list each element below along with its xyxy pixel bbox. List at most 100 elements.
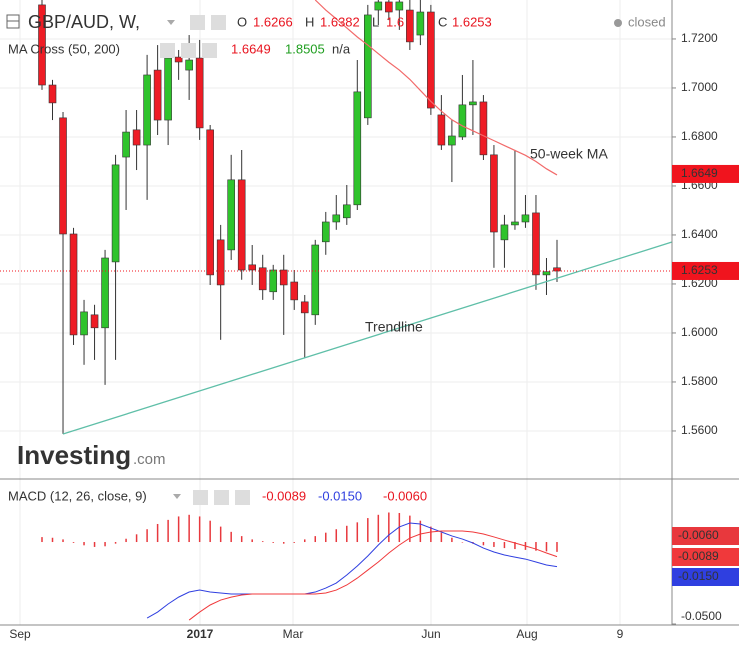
macd-hist-bar	[545, 542, 548, 552]
macd-hist-bar	[251, 539, 253, 543]
x-tick-label: 2017	[187, 627, 214, 641]
candle-body	[437, 114, 446, 146]
macd-hist-bar	[114, 542, 117, 544]
macd-hist-bar	[346, 525, 348, 543]
candle-body	[185, 59, 193, 71]
macd-hist-bar	[304, 539, 306, 543]
candle-body	[164, 57, 172, 121]
low-label: L	[372, 14, 379, 29]
x-tick-label: Aug	[516, 627, 537, 641]
close-value: 1.6253	[452, 14, 492, 29]
candle-body	[111, 164, 120, 263]
candle-body	[500, 224, 509, 241]
ma-line	[314, 0, 558, 176]
indicator-settings[interactable]	[181, 43, 196, 58]
candle-body	[353, 91, 362, 206]
macd-hist-bar	[146, 529, 148, 543]
macd-hist-bar	[535, 542, 537, 551]
ma50-value: 1.6649	[231, 41, 271, 56]
candle-body	[206, 129, 214, 276]
candle-body	[311, 244, 320, 316]
ma200-value: 1.8505	[285, 41, 325, 56]
candle-body	[227, 179, 235, 251]
y-tick-label: 1.5800	[681, 374, 718, 388]
candle-body	[90, 314, 99, 329]
candle-body	[153, 69, 162, 121]
candle-body	[395, 1, 404, 11]
candle-body	[59, 117, 67, 235]
candle-body	[479, 101, 488, 156]
logo-domain: .com	[133, 451, 166, 468]
trendline-annotation: Trendline	[365, 319, 423, 335]
macd-hist-bar	[198, 516, 201, 543]
eye-icon[interactable]	[190, 15, 205, 30]
macd-value-box	[672, 568, 739, 586]
macd-hist-bar	[83, 542, 85, 546]
macd-hist-bar	[409, 515, 411, 543]
y2-tick-label: -0.0500	[681, 609, 722, 623]
y-tick-label: 1.6400	[681, 227, 718, 241]
x-tick-label: 9	[617, 627, 624, 641]
macd-hist-bar	[556, 542, 558, 552]
y-tick-label: 1.6800	[681, 129, 718, 143]
macd-hist-bar	[209, 520, 211, 543]
macd-hist-value: -0.0060	[383, 488, 427, 503]
indicator-close[interactable]	[202, 43, 217, 58]
macd-eye[interactable]	[193, 490, 208, 505]
macd-settings[interactable]	[214, 490, 229, 505]
candle-body	[406, 9, 414, 43]
macd-signal-value: -0.0089	[262, 488, 306, 503]
candle-body	[511, 221, 519, 226]
candle-body	[332, 214, 341, 223]
candle-body	[553, 267, 561, 272]
macd-hist-bar	[325, 532, 327, 543]
macd-hist-bar	[493, 542, 495, 547]
macd-hist-bar	[240, 536, 243, 543]
macd-value: -0.0150	[318, 488, 362, 503]
open-value: 1.6266	[253, 14, 293, 29]
candle-body	[132, 129, 141, 146]
candle-body	[69, 233, 78, 336]
candle-body	[385, 1, 393, 13]
macd-hist-bar	[335, 529, 338, 543]
macd-hist-bar	[419, 520, 422, 543]
indicator-eye[interactable]	[160, 43, 175, 58]
last-price-box	[672, 261, 739, 280]
macd-close[interactable]	[235, 490, 250, 505]
macd-hist-bar	[156, 523, 159, 543]
macd-hist-bar	[261, 541, 264, 543]
macd-hist-bar	[51, 537, 54, 543]
macd-hist-bar	[503, 542, 506, 549]
candle-body	[416, 11, 425, 36]
y-tick-label: 1.7200	[681, 31, 718, 45]
candle-body	[321, 221, 330, 243]
open-label: O	[237, 14, 247, 29]
macd-hist-bar	[293, 542, 295, 543]
macd-hist-bar	[282, 542, 285, 544]
indicator-name: MA Cross (50, 200)	[8, 41, 120, 56]
candle-body	[532, 212, 540, 276]
macd-value-box-label: -0.0060	[678, 528, 719, 542]
high-label: H	[305, 14, 314, 29]
candle-body	[248, 264, 256, 271]
macd-hist-bar	[219, 526, 222, 543]
candle-body	[279, 269, 288, 286]
macd-hist-bar	[177, 516, 180, 543]
candle-body	[195, 57, 204, 129]
macd-hist-bar	[356, 522, 359, 543]
macd-caret[interactable]	[173, 494, 181, 499]
x-tick-label: Mar	[283, 627, 304, 641]
macd-hist-bar	[367, 518, 369, 543]
settings-icon[interactable]	[211, 15, 226, 30]
candle-body	[38, 4, 46, 86]
candle-body	[237, 179, 246, 271]
ma-annotation: 50-week MA	[530, 146, 608, 162]
status-dot	[614, 19, 622, 27]
macd-hist-bar	[314, 536, 317, 543]
candle-body	[80, 311, 88, 336]
x-tick-label: Sep	[9, 627, 31, 641]
candle-body	[469, 101, 477, 106]
candle-body	[290, 281, 299, 301]
candle-body	[374, 1, 383, 11]
symbol-caret[interactable]	[167, 20, 175, 25]
